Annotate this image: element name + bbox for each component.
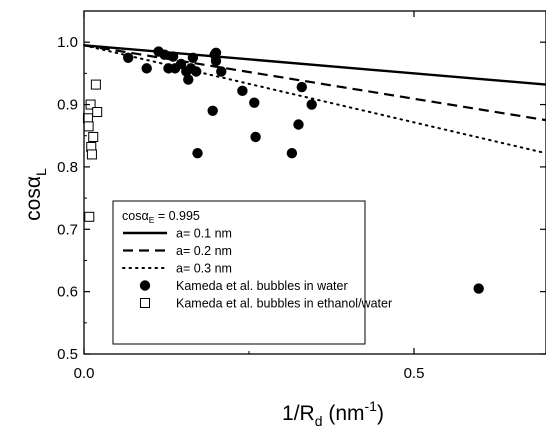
data-point-water-21 — [250, 131, 261, 143]
data-point-water-14 — [207, 105, 218, 116]
legend: cosαE = 0.995 a= 0.1 nm a= 0.2 nm a= 0.3 n… — [112, 200, 392, 345]
y-axis-title: cosαL — [22, 168, 49, 221]
legend-box — [112, 200, 366, 345]
y-tick-label-2: 0.7 — [57, 221, 78, 238]
data-point-water-25 — [306, 99, 317, 110]
y-tick-label-3: 0.8 — [57, 159, 78, 176]
data-point-water-1 — [141, 63, 152, 74]
legend-label-line-1: a= 0.1 nm — [176, 227, 232, 241]
data-point-water-20 — [249, 97, 260, 108]
data-point-water-17 — [210, 55, 222, 67]
data-point-water-5 — [167, 51, 179, 62]
model-line-1 — [83, 44, 546, 86]
data-point-water-11 — [187, 52, 199, 63]
legend-label-series-1: Kameda et al. bubbles in water — [176, 279, 348, 293]
data-point-water-18 — [216, 66, 227, 77]
legend-label-line-2: a= 0.2 nm — [176, 244, 232, 258]
data-point-water-13 — [192, 147, 203, 159]
data-point-water-19 — [237, 85, 248, 97]
data-point-water-26 — [473, 283, 484, 294]
data-point-ethanol-6 — [88, 131, 99, 142]
legend-label-series-2: Kameda et al. bubbles in ethanol/water — [176, 297, 392, 311]
x-tick-label-1: 0.5 — [404, 365, 425, 382]
model-line-3 — [83, 44, 546, 155]
y-tick-label-0: 0.5 — [57, 346, 78, 363]
data-point-water-12 — [191, 66, 202, 77]
legend-marker-ethanol — [140, 298, 150, 308]
data-point-water-0 — [123, 52, 134, 63]
tick-labels: 0.5 0.6 0.7 0.8 0.9 1.0 0.0 0.5 — [57, 34, 424, 382]
y-tick-label-4: 0.9 — [57, 97, 78, 114]
legend-label-line-3: a= 0.3 nm — [176, 262, 232, 276]
y-tick-label-1: 0.6 — [57, 284, 78, 301]
legend-marker-water — [139, 280, 151, 291]
axis-ticks — [83, 11, 546, 355]
data-point-water-23 — [293, 119, 304, 130]
data-point-ethanol-5 — [86, 149, 97, 160]
data-point-ethanol-1 — [83, 121, 94, 132]
data-point-water-24 — [296, 81, 307, 93]
plot-frame — [83, 10, 546, 355]
data-point-ethanol-8 — [92, 107, 103, 118]
x-axis-title: 1/Rd (nm-1) — [282, 398, 384, 429]
data-point-water-9 — [183, 74, 194, 85]
data-point-ethanol-7 — [90, 79, 101, 90]
legend-entries: a= 0.1 nm a= 0.2 nm a= 0.3 nm Kameda et al.… — [122, 227, 392, 311]
legend-header: cosαE = 0.995 — [122, 209, 200, 225]
data-point-water-3 — [159, 49, 170, 60]
data-point-ethanol-2 — [84, 211, 95, 222]
x-tick-label-0: 0.0 — [74, 365, 95, 382]
data-points — [82, 46, 484, 294]
y-tick-label-5: 1.0 — [57, 34, 78, 51]
data-point-water-7 — [175, 58, 187, 70]
data-point-water-16 — [210, 47, 222, 58]
data-point-water-22 — [286, 147, 298, 159]
model-lines — [83, 44, 546, 155]
model-line-2 — [83, 44, 546, 122]
